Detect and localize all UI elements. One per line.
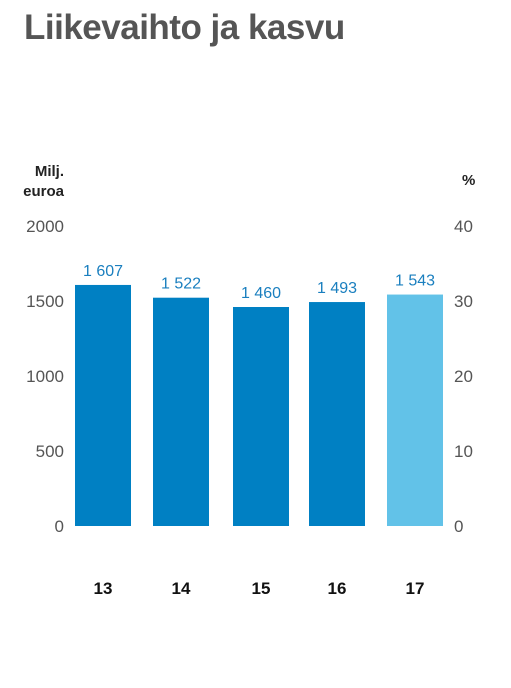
- y-tick-label-right: 20: [454, 367, 473, 386]
- bar-value-label: 1 493: [317, 280, 357, 297]
- bar-value-label: 1 543: [395, 273, 435, 290]
- y-tick-label-right: 10: [454, 442, 473, 461]
- chart-title: Liikevaihto ja kasvu: [24, 8, 345, 47]
- bar: [233, 307, 289, 526]
- y-tick-label-right: 0: [454, 517, 463, 536]
- x-tick-label: 17: [406, 579, 425, 598]
- y-axis-left-label: Milj. euroa: [14, 162, 64, 202]
- x-tick-label: 13: [94, 579, 113, 598]
- bar-value-label: 1 460: [241, 285, 281, 302]
- bar: [387, 294, 443, 526]
- y-tick-label-left: 2000: [26, 217, 64, 236]
- y-tick-label-left: 0: [55, 517, 64, 536]
- y-tick-label-left: 1000: [26, 367, 64, 386]
- bar: [153, 297, 209, 526]
- y-tick-label-left: 1500: [26, 292, 64, 311]
- bar: [309, 302, 365, 526]
- y-tick-label-left: 500: [36, 442, 64, 461]
- y-axis-left-label-line2: euroa: [23, 183, 64, 200]
- bar: [75, 284, 131, 526]
- bar-value-label: 1 607: [83, 263, 123, 280]
- bar-value-label: 1 522: [161, 276, 201, 293]
- y-axis-right-label: %: [462, 172, 476, 189]
- y-axis-left-label-line1: Milj.: [34, 163, 64, 180]
- y-tick-label-right: 40: [454, 217, 473, 236]
- x-tick-label: 14: [172, 579, 191, 598]
- y-tick-label-right: 30: [454, 292, 473, 311]
- x-tick-label: 16: [328, 579, 347, 598]
- x-tick-label: 15: [252, 579, 271, 598]
